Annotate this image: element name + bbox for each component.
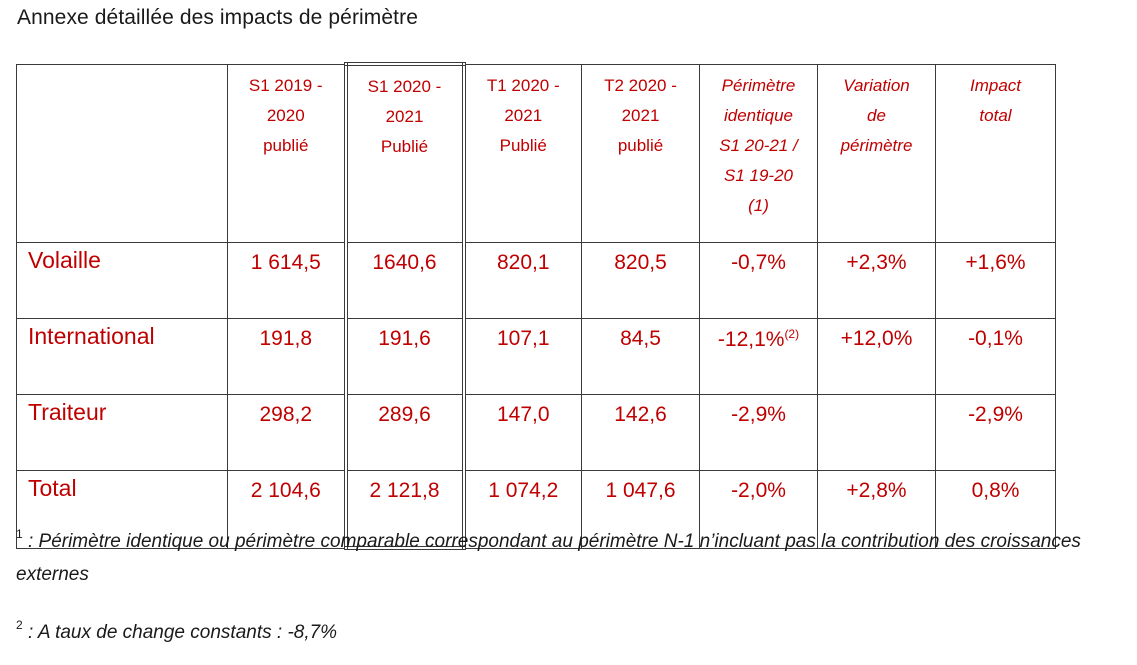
table-cell: 289,6 <box>343 394 466 471</box>
header-line: Publié <box>380 137 429 156</box>
table-cell: 820,5 <box>581 242 700 319</box>
table-cell: 142,6 <box>581 394 700 471</box>
footnote-2: 2 : A taux de change constants : -8,7% <box>16 618 337 644</box>
header-line: S1 2019 - <box>248 75 323 95</box>
header-cell: Périmètre identique S1 20-21 / S1 19-20 … <box>699 63 818 243</box>
row-label: Total <box>16 470 228 549</box>
header-row: S1 2019 - 2020 publié S1 2020 - 2021 Pub… <box>16 62 1056 243</box>
table-cell: +1,6% <box>935 242 1056 319</box>
header-line: (1) <box>748 195 769 215</box>
cell-value: -12,1% <box>717 328 785 351</box>
header-line: 2021 <box>621 105 660 125</box>
table-row: Volaille 1 614,5 1640,6 820,1 820,5 -0,7… <box>16 242 1056 319</box>
header-line: S1 19-20 <box>724 165 793 185</box>
row-label: Volaille <box>16 242 228 319</box>
header-line: total <box>979 105 1012 125</box>
table-cell: -2,9% <box>935 394 1056 471</box>
table-cell: 107,1 <box>463 318 582 395</box>
header-line: 2021 <box>504 105 543 125</box>
table-cell: 1 614,5 <box>227 242 346 319</box>
footnote-text: : A taux de change constants : -8,7% <box>22 622 338 643</box>
table-cell: 84,5 <box>581 318 700 395</box>
header-line: publié <box>617 135 664 155</box>
footnote-mark: 1 <box>16 527 23 541</box>
header-cell-empty <box>16 63 228 243</box>
header-line: Publié <box>499 135 547 155</box>
header-cell: T2 2020 - 2021 publié <box>581 63 700 243</box>
header-line: Périmètre <box>721 75 796 95</box>
header-cell: S1 2020 - 2021 Publié <box>343 62 466 243</box>
table-cell: 1640,6 <box>343 242 466 319</box>
header-line: 2021 <box>385 107 424 126</box>
table-cell: -0,7% <box>699 242 818 319</box>
table-cell: 820,1 <box>463 242 582 319</box>
table-cell: +2,3% <box>817 242 936 319</box>
impacts-table: S1 2019 - 2020 publié S1 2020 - 2021 Pub… <box>16 62 1056 550</box>
header-line: identique <box>723 105 793 125</box>
page-title: Annexe détaillée des impacts de périmètr… <box>17 6 418 29</box>
table-cell: 2 104,6 <box>227 470 346 549</box>
footnote-1: 1 : Périmètre identique ou périmètre com… <box>16 518 1131 591</box>
table-cell: 0,8% <box>935 470 1056 549</box>
header-line: T2 2020 - <box>604 75 677 95</box>
header-line: S1 2020 - <box>367 77 442 96</box>
header-line: périmètre <box>840 135 913 155</box>
header-line: de <box>867 105 886 125</box>
table-cell: 298,2 <box>227 394 346 471</box>
table-row: International 191,8 191,6 107,1 84,5 -12… <box>16 318 1056 395</box>
table-row-total: Total 2 104,6 2 121,8 1 074,2 1 047,6 -2… <box>16 470 1056 550</box>
table-cell: -0,1% <box>935 318 1056 395</box>
header-cell: Impact total <box>935 63 1056 243</box>
header-cell: Variation de périmètre <box>817 63 936 243</box>
header-line: Impact <box>969 75 1022 95</box>
header-line: T1 2020 - <box>486 75 560 95</box>
table-cell: 2 121,8 <box>343 470 466 550</box>
footnote-mark: 2 <box>16 618 23 632</box>
row-label: Traiteur <box>16 394 228 471</box>
footnote-ref: (2) <box>784 327 800 341</box>
table-cell: 147,0 <box>463 394 582 471</box>
table-cell: -2,9% <box>699 394 818 471</box>
table-cell: -2,0% <box>699 470 818 549</box>
table-cell <box>817 394 936 471</box>
table-cell: 1 074,2 <box>463 470 582 549</box>
header-cell: T1 2020 - 2021 Publié <box>463 63 582 243</box>
footnote-text: : Périmètre identique ou périmètre compa… <box>16 531 1081 585</box>
row-label: International <box>16 318 228 395</box>
header-line: 2020 <box>266 105 305 125</box>
table-cell: -12,1%(2) <box>699 318 818 395</box>
table-cell: 191,8 <box>227 318 346 395</box>
header-line: Variation <box>843 75 910 95</box>
table-row: Traiteur 298,2 289,6 147,0 142,6 -2,9% -… <box>16 394 1056 471</box>
header-cell: S1 2019 - 2020 publié <box>227 63 346 243</box>
table-cell: 1 047,6 <box>581 470 700 549</box>
table-cell: 191,6 <box>343 318 466 395</box>
table-cell: +12,0% <box>817 318 936 395</box>
header-line: S1 20-21 / <box>719 135 798 155</box>
header-line: publié <box>263 135 309 155</box>
